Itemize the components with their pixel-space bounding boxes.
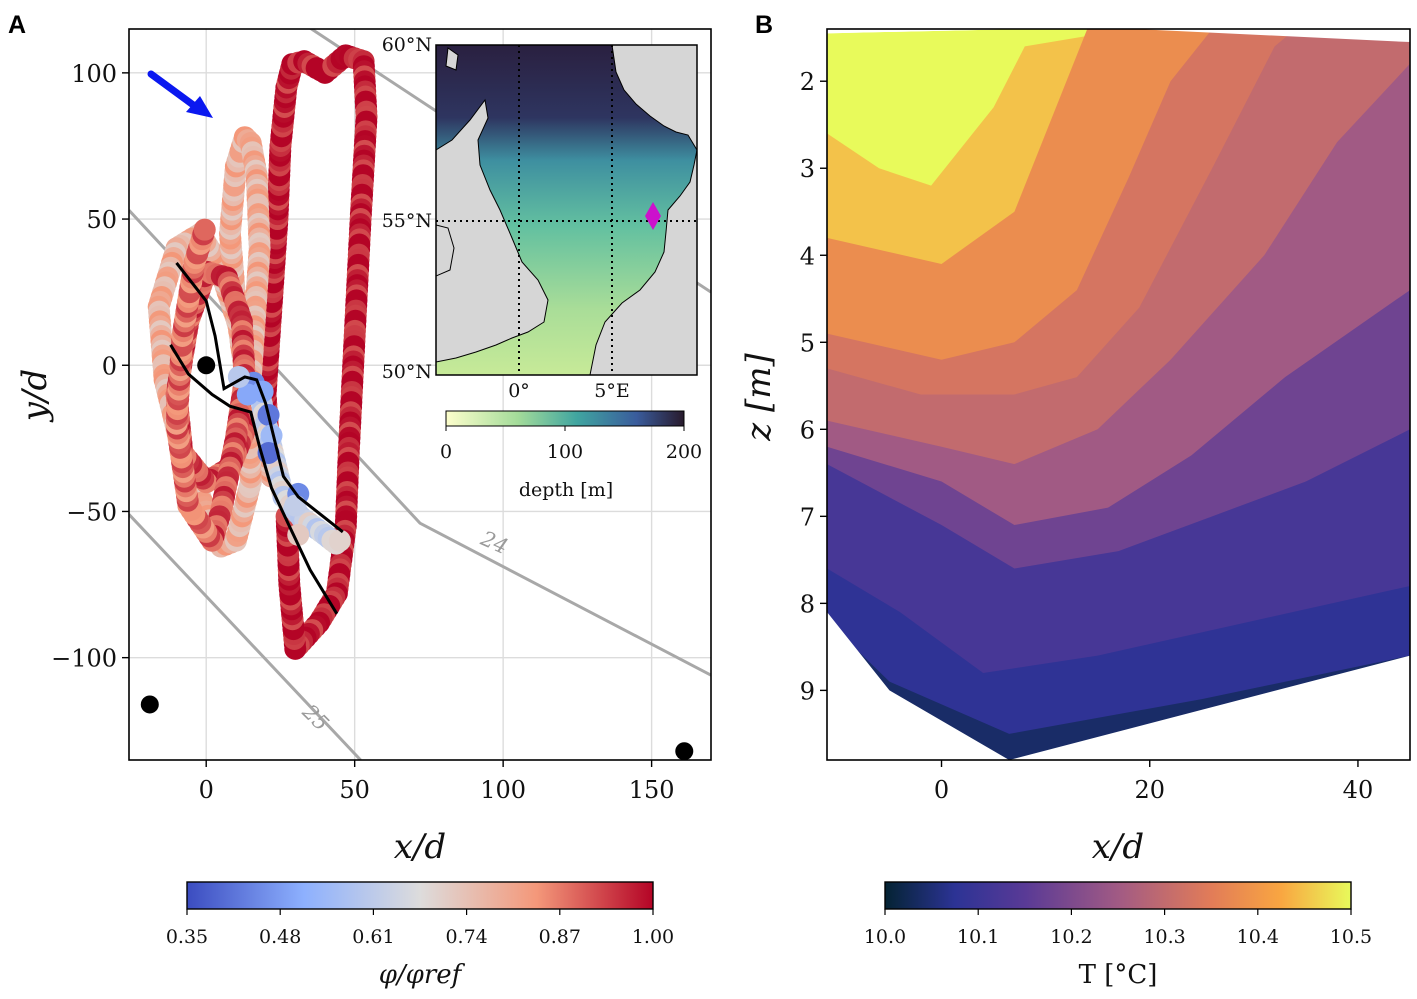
x-tick-label: 0 [199,776,214,804]
temperature-colorbar-label: T [°C] [1079,960,1158,990]
depth-colorbar-tick-label: 100 [547,441,583,463]
black-marker [197,356,216,375]
phi-colorbar-tick-label: 0.48 [259,926,301,948]
temperature-colorbar-tick-label: 10.3 [1143,926,1185,948]
y-tick-label: 0 [102,352,117,380]
black-marker [140,695,159,714]
x-tick-label: 100 [480,776,526,804]
panel-a-ylabel: y/d [15,369,55,423]
trajectory-point [193,218,216,241]
inset-land-ireland [436,224,455,277]
phi-colorbar-label: φ/φref [379,960,466,990]
y-tick-label: 9 [800,677,815,705]
phi-colorbar-tick-label: 0.61 [352,926,394,948]
inset-lat-label-55: 55°N [382,210,432,232]
inset-lon-label-0: 0° [508,380,530,402]
site-diamond-icon [645,202,661,230]
black-path [169,344,339,615]
low-phi-point [260,424,283,447]
inset-land-norway [611,45,697,151]
low-phi-point [287,523,310,546]
temperature-colorbar-tick-label: 10.4 [1237,926,1279,948]
inset-land-continent [589,149,697,375]
depth-colorbar-tick-label: 200 [666,441,702,463]
phi-colorbar-tick-label: 0.87 [539,926,581,948]
temperature-colorbar-ticks: 10.0 10.1 10.2 10.3 10.4 10.5 [864,909,1372,948]
inset-lon-label-5e: 5°E [594,380,629,402]
panel-a-frame [128,28,712,761]
y-tick-label: 2 [800,68,815,96]
y-tick-label: 100 [71,60,117,88]
x-tick-label: 20 [1134,776,1165,804]
inset-frame [435,44,698,376]
y-tick-label: 4 [800,242,815,270]
x-tick-label: 0 [934,776,949,804]
y-tick-label: 6 [800,416,815,444]
phi-colorbar-tick-label: 1.00 [632,926,674,948]
low-phi-point [236,383,259,406]
panel-b-xlabel: x/d [1092,827,1144,867]
temperature-colorbar [884,881,1352,910]
temperature-colorbar-tick-label: 10.1 [957,926,999,948]
phi-colorbar-tick-label: 0.74 [445,926,487,948]
blue-arrow-icon [147,70,213,118]
panel-b-frame [826,28,1411,761]
y-tick-label: 5 [800,329,815,357]
x-tick-label: 150 [629,776,675,804]
y-tick-label: −100 [51,645,117,673]
x-tick-label: 40 [1343,776,1374,804]
x-tick-label: 50 [339,776,370,804]
temperature-colorbar-tick-label: 10.2 [1050,926,1092,948]
y-tick-label: −50 [66,498,117,526]
black-path [175,261,344,534]
y-tick-label: 50 [86,206,117,234]
inset-land-islands [445,47,459,71]
panel-b-ylabel: z [m] [739,353,779,442]
panel-a-paths [169,261,344,615]
panel-a-letter: A [8,11,26,39]
y-tick-label: 8 [800,590,815,618]
inset-lat-label-60: 60°N [382,34,432,56]
depth-colorbar-tick-label: 0 [440,441,452,463]
above-surface-mask [827,29,1410,43]
temperature-colorbar-tick-label: 10.5 [1330,926,1372,948]
inset-lat-label-50: 50°N [382,361,432,383]
inset-map: 60°N 55°N 50°N 0° 5°E 0 100 200 depth [m] [382,34,702,501]
low-phi-point [284,494,307,517]
depth-colorbar-label: depth [m] [519,479,613,501]
panel-b-letter: B [755,11,773,39]
panel-a-markers [140,356,694,760]
temperature-contour-field [827,29,1410,760]
isoline [129,513,362,760]
isoline-label-25: 25 [297,699,334,736]
phi-colorbar-tick-label: 0.35 [166,926,208,948]
phi-colorbar-ticks: 0.35 0.48 0.61 0.74 0.87 1.00 [166,909,674,948]
below-seafloor-mask [827,612,1410,760]
black-marker [675,742,694,760]
y-tick-label: 7 [800,503,815,531]
depth-colorbar [445,410,685,427]
panel-a-trajectory [147,44,378,660]
low-phi-point [328,529,351,552]
y-tick-label: 3 [800,155,815,183]
inset-land-britain [436,98,549,363]
phi-colorbar [186,881,654,910]
depth-colorbar-ticks: 0 100 200 [440,426,702,463]
panel-b-ticks: 0 20 40 2 3 4 5 6 7 8 9 [800,68,1374,804]
temperature-colorbar-tick-label: 10.0 [864,926,906,948]
panel-a-xlabel: x/d [394,827,446,867]
panel-a-ticks: 0 50 100 150 −100 −50 0 50 100 [51,60,674,804]
